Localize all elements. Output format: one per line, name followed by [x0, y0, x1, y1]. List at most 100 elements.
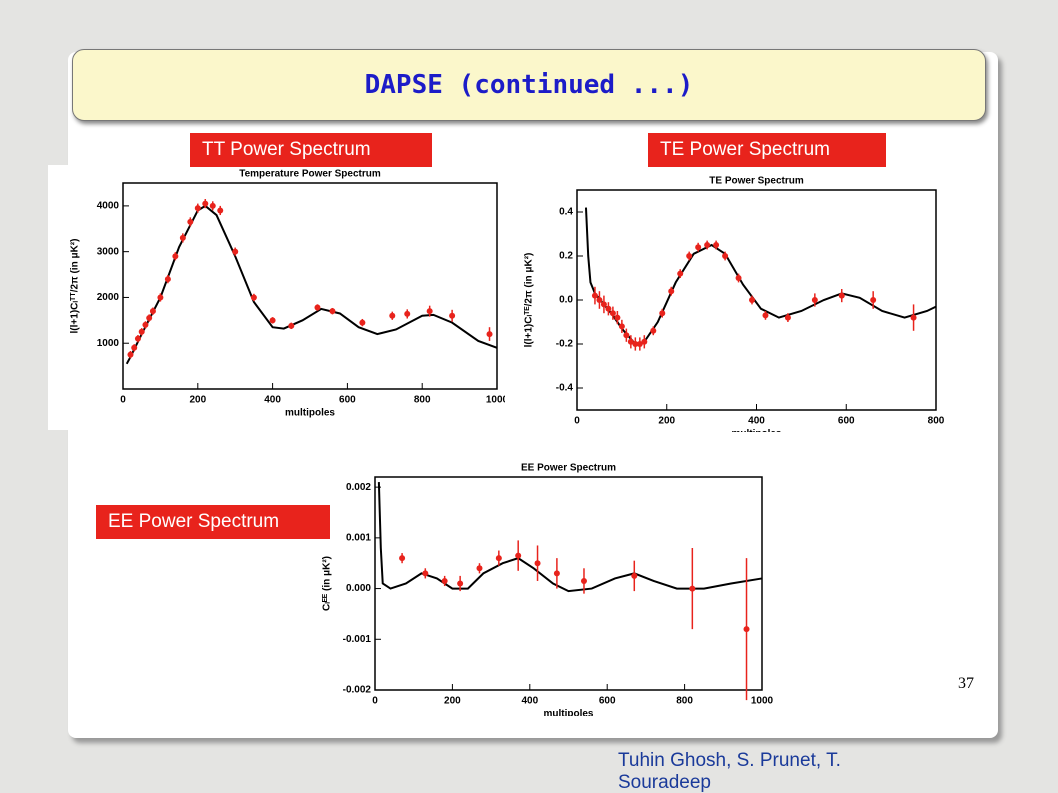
data-point	[591, 292, 598, 299]
data-point	[449, 312, 456, 319]
data-point	[149, 308, 156, 315]
data-point	[288, 322, 295, 329]
x-tick-label: 800	[414, 395, 431, 406]
y-tick-label: 0.001	[346, 532, 371, 543]
x-tick-label: 200	[658, 416, 675, 427]
x-axis-label: multipoles	[285, 408, 335, 419]
y-tick-label: 3000	[97, 246, 120, 257]
data-point	[641, 338, 648, 345]
x-tick-label: 0	[120, 395, 126, 406]
y-tick-label: 0.4	[559, 207, 573, 218]
data-point	[762, 312, 769, 319]
x-tick-label: 600	[838, 416, 855, 427]
data-point	[618, 323, 625, 330]
data-point	[426, 308, 433, 315]
data-point	[784, 314, 791, 321]
data-point	[659, 310, 666, 317]
data-point	[157, 294, 164, 301]
x-tick-label: 400	[521, 696, 538, 707]
x-tick-label: 400	[264, 395, 281, 406]
te-label: TE Power Spectrum	[648, 133, 886, 167]
data-point	[605, 305, 612, 312]
data-point	[614, 314, 621, 321]
data-point	[146, 315, 153, 322]
data-point	[457, 580, 464, 587]
data-point	[476, 565, 483, 572]
data-point	[250, 294, 257, 301]
y-axis-label: Cₗᴱᴱ (in μK²)	[322, 556, 333, 611]
x-axis-label: multipoles	[731, 429, 781, 432]
model-curve	[377, 482, 763, 593]
data-point	[515, 552, 522, 559]
y-axis-label: l(l+1)Cₗᵀᴱ/2π (in μK²)	[524, 253, 535, 348]
data-point	[134, 335, 141, 342]
x-tick-label: 200	[444, 696, 461, 707]
tt-label: TT Power Spectrum	[190, 133, 432, 167]
data-point	[422, 570, 429, 577]
y-tick-label: 0.0	[559, 295, 573, 306]
data-point	[194, 205, 201, 212]
data-point	[811, 297, 818, 303]
data-point	[217, 207, 224, 214]
data-point	[631, 572, 638, 579]
te-chart: TE Power Spectrum multipoles l(l+1)Cₗᵀᴱ/2π…	[505, 170, 985, 432]
data-point	[359, 319, 366, 326]
chart-title: EE Power Spectrum	[521, 463, 616, 474]
data-point	[441, 577, 448, 584]
data-point	[209, 202, 216, 209]
data-point	[623, 332, 630, 339]
data-point	[534, 560, 541, 567]
plot-frame	[374, 476, 763, 691]
y-tick-label: 0.002	[346, 482, 371, 493]
y-tick-label: -0.2	[556, 339, 574, 350]
data-point	[131, 344, 138, 351]
x-tick-label: 800	[928, 416, 945, 427]
data-point	[600, 301, 607, 308]
model-curve	[125, 204, 498, 365]
y-tick-label: 0.2	[559, 251, 573, 262]
y-tick-label: 0.000	[346, 583, 371, 594]
y-tick-label: 4000	[97, 201, 120, 212]
y-tick-label: 2000	[97, 292, 120, 303]
data-point	[870, 297, 877, 303]
data-point	[636, 341, 643, 347]
x-tick-label: 200	[189, 395, 206, 406]
data-point	[269, 317, 276, 324]
data-point	[127, 351, 134, 358]
y-tick-label: -0.4	[556, 383, 574, 394]
chart-title: TE Power Spectrum	[709, 176, 804, 187]
data-point	[686, 253, 693, 259]
data-point	[910, 314, 917, 321]
data-point	[677, 270, 684, 277]
data-point	[314, 304, 321, 311]
data-point	[329, 308, 336, 315]
y-axis-label: l(l+1)Cₗᵀᵀ/2π (in μK²)	[70, 239, 81, 334]
data-point	[627, 338, 634, 345]
tt-chart: Temperature Power Spectrum multipoles l(l+…	[48, 165, 548, 430]
x-tick-label: 800	[676, 696, 693, 707]
credit: Tuhin Ghosh, S. Prunet, T. Souradeep	[618, 750, 841, 793]
data-point	[164, 276, 171, 283]
model-curve	[584, 207, 937, 346]
plot-frame	[122, 182, 498, 390]
data-point	[142, 321, 149, 328]
data-point	[580, 577, 587, 584]
x-tick-label: 0	[574, 416, 580, 427]
y-tick-label: 1000	[97, 338, 120, 349]
plot-frame	[576, 189, 937, 411]
data-point	[632, 341, 639, 347]
x-tick-label: 600	[599, 696, 616, 707]
data-point	[695, 244, 702, 251]
data-point	[743, 626, 750, 633]
data-point	[553, 570, 560, 577]
x-tick-label: 400	[748, 416, 765, 427]
page-number: 37	[958, 675, 974, 692]
data-point	[735, 275, 742, 281]
data-point	[722, 253, 729, 259]
data-point	[172, 253, 179, 260]
data-point	[389, 312, 396, 319]
data-point	[838, 292, 845, 299]
ee-label: EE Power Spectrum	[96, 505, 330, 539]
data-point	[650, 327, 657, 334]
